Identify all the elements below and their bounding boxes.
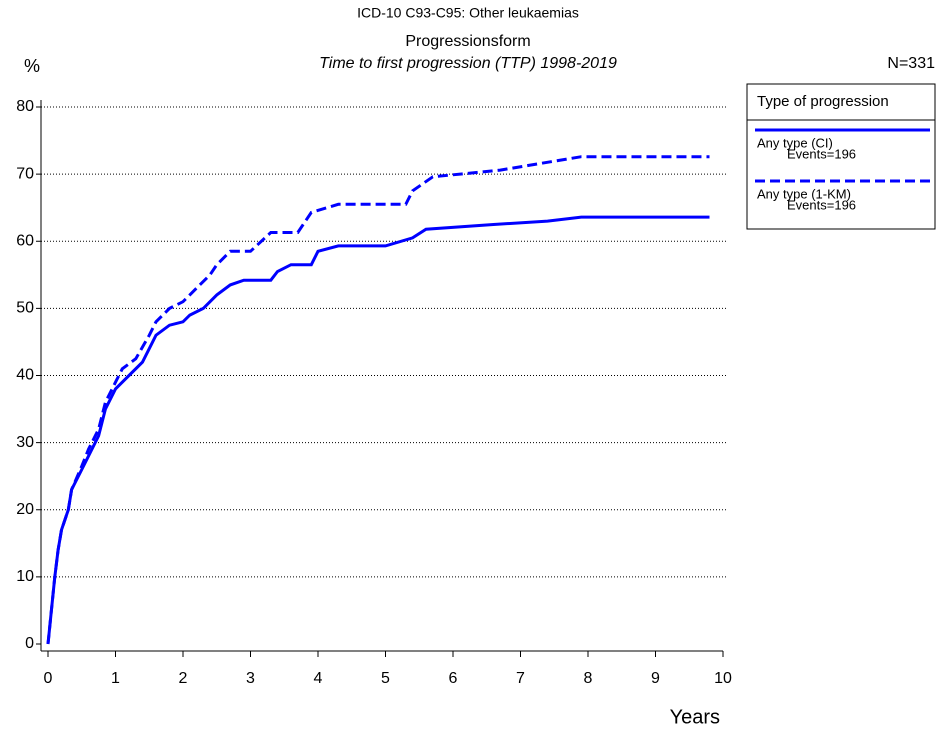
chart-subtitle-2: Time to first progression (TTP) 1998-201… <box>319 55 617 72</box>
y-tick-label: 30 <box>16 434 34 451</box>
x-tick-label: 5 <box>381 670 390 687</box>
x-axis-label: Years <box>670 706 720 728</box>
x-tick-label: 8 <box>584 670 593 687</box>
y-tick-label: 40 <box>16 367 34 384</box>
x-tick-label: 2 <box>179 670 188 687</box>
x-tick-label: 6 <box>449 670 458 687</box>
y-tick-label: 10 <box>16 568 34 585</box>
chart-title: ICD-10 C93-C95: Other leukaemias <box>357 5 579 21</box>
legend-label: Any type (CI) <box>757 135 833 150</box>
y-tick-label: 80 <box>16 98 34 115</box>
legend-events: Events=196 <box>787 197 856 212</box>
x-tick-label: 3 <box>246 670 255 687</box>
y-tick-label: 0 <box>25 635 34 652</box>
legend-events: Events=196 <box>787 146 856 161</box>
y-tick-label: 50 <box>16 300 34 317</box>
chart-subtitle: Progressionsform <box>405 33 530 50</box>
n-label: N=331 <box>887 55 935 72</box>
y-tick-label: 60 <box>16 232 34 249</box>
x-tick-label: 4 <box>314 670 323 687</box>
y-tick-label: 70 <box>16 165 34 182</box>
x-tick-label: 10 <box>714 670 732 687</box>
legend-title: Type of progression <box>757 93 889 110</box>
legend-box <box>746 83 936 230</box>
x-tick-label: 1 <box>111 670 120 687</box>
legend-label: Any type (1-KM) <box>757 186 851 201</box>
line-series <box>46 155 710 645</box>
y-axis-label: % <box>24 56 40 76</box>
x-tick-label: 7 <box>516 670 525 687</box>
y-tick-label: 20 <box>16 501 34 518</box>
x-tick-label: 9 <box>651 670 660 687</box>
line-series <box>46 215 710 645</box>
x-tick-label: 0 <box>44 670 53 687</box>
